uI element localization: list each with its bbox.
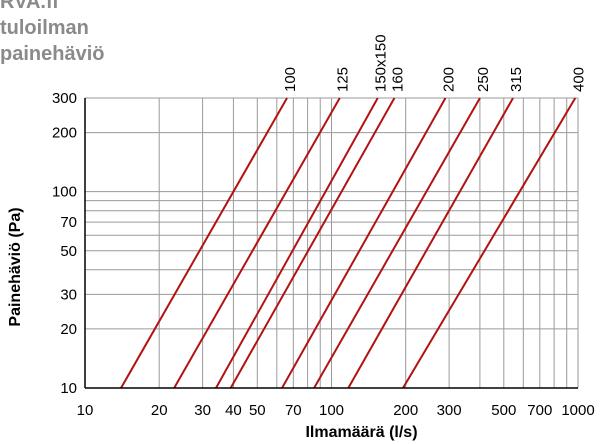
chart-title-line-2: tuloilman (0, 17, 89, 39)
x-tick-label: 100 (319, 402, 344, 419)
axes (84, 98, 578, 389)
y-tick-label: 50 (60, 243, 77, 260)
series-label-160: 160 (389, 67, 406, 92)
y-tick-label: 200 (52, 125, 77, 142)
x-tick-label: 10 (77, 402, 94, 419)
series-label-150x150: 150x150 (373, 34, 390, 92)
y-axis-label: Painehäviö (Pa) (7, 207, 24, 326)
x-tick-label: 50 (249, 402, 266, 419)
chart-title-line-3: painehäviö (0, 43, 105, 65)
series-line-160 (229, 97, 396, 389)
y-tick-label: 100 (52, 184, 77, 201)
series-label-315: 315 (508, 67, 525, 92)
series-lines (120, 97, 577, 389)
y-tick-label: 30 (60, 286, 77, 303)
x-tick-label: 500 (491, 402, 516, 419)
x-tick-label: 40 (225, 402, 242, 419)
y-tick-labels: 10 20 30 50 70 100 200 300 (52, 90, 77, 397)
series-labels: 100 125 150x150 160 200 250 315 400 (282, 34, 587, 92)
x-tick-label: 20 (151, 402, 168, 419)
chart-title-line-1: RVA.fi (0, 0, 59, 13)
x-tick-labels: 10 20 30 40 50 70 100 200 300 500 700 1000 (77, 402, 595, 419)
series-line-100 (120, 97, 288, 389)
chart-title: RVA.fi tuloilman painehäviö (0, 0, 104, 67)
y-tick-label: 10 (60, 380, 77, 397)
series-label-200: 200 (440, 67, 457, 92)
series-label-125: 125 (335, 67, 352, 92)
y-tick-label: 20 (60, 321, 77, 338)
series-line-150x150 (215, 97, 379, 389)
series-label-400: 400 (570, 67, 587, 92)
x-tick-label: 200 (393, 402, 418, 419)
x-tick-label: 300 (437, 402, 462, 419)
grid (84, 97, 579, 389)
series-line-200 (281, 97, 447, 389)
series-line-125 (173, 97, 341, 389)
series-line-400 (402, 97, 577, 389)
series-line-315 (347, 97, 514, 389)
x-axis-label: Ilmamäärä (l/s) (305, 424, 417, 441)
x-tick-label: 70 (285, 402, 302, 419)
x-tick-label: 700 (527, 402, 552, 419)
series-label-250: 250 (475, 67, 492, 92)
y-tick-label: 70 (60, 214, 77, 231)
x-tick-label: 30 (194, 402, 211, 419)
series-line-250 (313, 97, 481, 389)
y-tick-label: 300 (52, 90, 77, 107)
series-label-100: 100 (282, 67, 299, 92)
x-tick-label: 1000 (561, 402, 594, 419)
